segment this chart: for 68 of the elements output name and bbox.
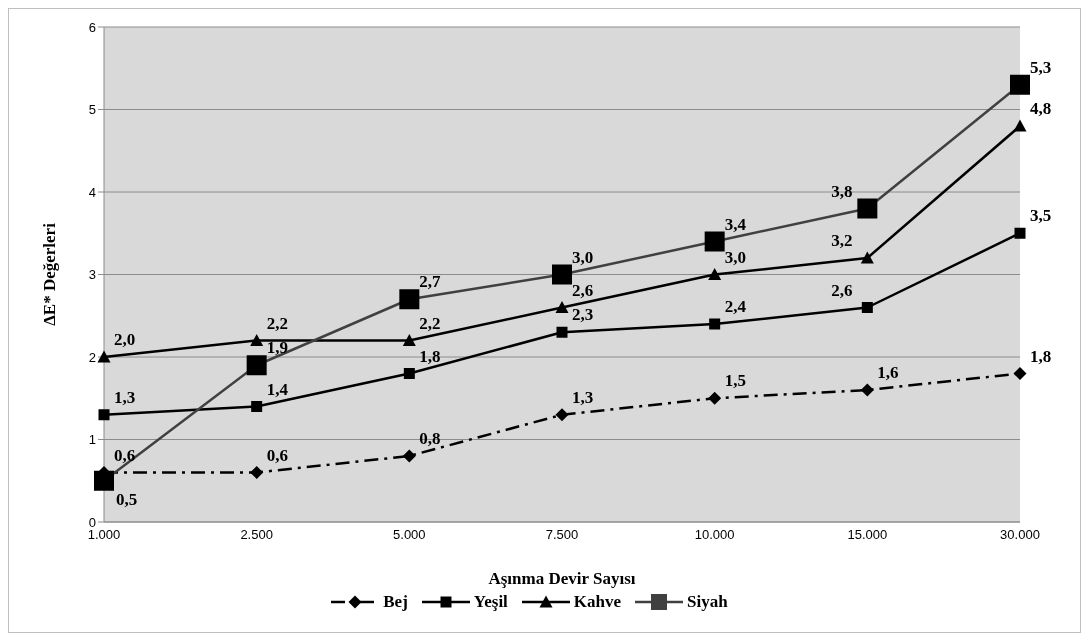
data-label: 2,2	[419, 313, 441, 333]
point	[556, 326, 568, 338]
data-label: 3,8	[831, 181, 853, 201]
data-label: 1,4	[266, 379, 289, 399]
y-axis-title: ΔE* Değerleri	[40, 222, 60, 326]
point	[555, 301, 569, 313]
y-tick-label: 3	[88, 267, 96, 283]
data-label: 3,5	[1030, 206, 1052, 226]
data-label: 2,7	[419, 272, 442, 292]
x-tick-label: 5.000	[393, 527, 426, 543]
data-label: 3,2	[831, 231, 853, 250]
point	[708, 268, 722, 280]
point	[97, 350, 111, 363]
point	[1014, 227, 1026, 239]
point	[709, 318, 721, 330]
x-axis-title: Aşınma Devir Sayısı	[488, 569, 636, 588]
data-label: 2,3	[572, 305, 594, 325]
data-label: 0,5	[116, 489, 138, 509]
x-tick-label: 1.000	[87, 527, 121, 543]
point	[1013, 367, 1027, 380]
point	[403, 368, 415, 379]
y-tick-label: 4	[88, 184, 96, 200]
x-tick-label: 2.500	[240, 527, 273, 543]
data-label: 2,6	[831, 280, 853, 300]
x-tick-label: 7.500	[545, 527, 579, 543]
data-label: 2,2	[266, 313, 288, 333]
legend-label: Siyah	[686, 592, 728, 612]
y-tick-label: 1	[88, 432, 96, 448]
data-label: 1,9	[266, 338, 288, 358]
legend-label: Yeşil	[472, 592, 508, 612]
data-label: 1,8	[1030, 346, 1052, 366]
data-label: 2,4	[724, 297, 747, 316]
point	[1013, 119, 1027, 132]
data-label: 4,8	[1030, 99, 1052, 118]
point	[555, 408, 569, 422]
data-label: 0,6	[114, 445, 136, 465]
point	[250, 466, 264, 479]
data-label: 5,3	[1030, 57, 1052, 77]
data-label: 2,6	[572, 280, 594, 300]
data-label: 0,8	[419, 429, 441, 448]
y-tick-label: 5	[88, 102, 96, 118]
x-tick-label: 30.000	[1000, 527, 1040, 543]
legend-label: Kahve	[572, 592, 622, 612]
data-label: 1,3	[572, 387, 594, 407]
y-tick-label: 2	[88, 349, 96, 365]
point	[708, 391, 722, 405]
point	[861, 302, 873, 313]
point	[860, 251, 874, 264]
legend-label: Bej	[382, 592, 408, 612]
data-label: 2,0	[114, 330, 136, 349]
point	[251, 401, 263, 412]
data-label: 3,0	[572, 247, 594, 267]
data-label: 1,5	[724, 371, 746, 391]
point	[98, 409, 110, 421]
data-label: 1,8	[419, 346, 441, 366]
data-label: 0,6	[266, 445, 288, 465]
y-tick-label: 0	[88, 514, 96, 530]
point	[250, 334, 264, 346]
data-label: 1,6	[877, 363, 899, 382]
y-tick-label: 6	[88, 19, 96, 35]
x-tick-label: 15.000	[847, 527, 888, 543]
data-label: 1,3	[114, 387, 136, 407]
point	[402, 449, 416, 463]
point	[860, 383, 874, 397]
data-label: 3,0	[724, 247, 746, 267]
x-tick-label: 10.000	[694, 527, 735, 543]
point	[402, 334, 416, 346]
data-label: 3,4	[724, 214, 747, 234]
